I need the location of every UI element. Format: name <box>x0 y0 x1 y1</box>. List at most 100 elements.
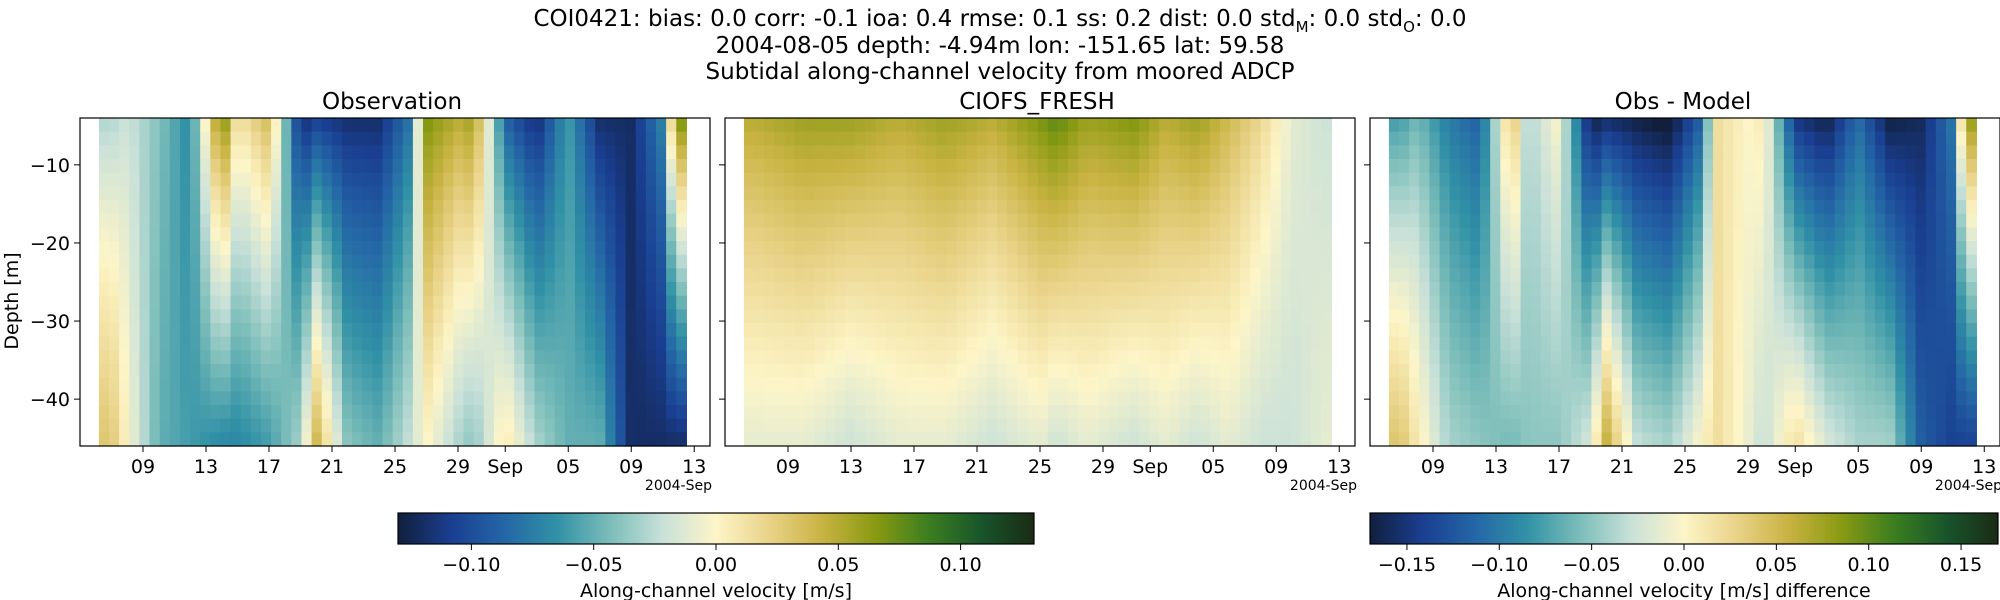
heatmap-cell <box>483 391 495 406</box>
heatmap-cell <box>1047 145 1059 160</box>
heatmap-cell <box>743 432 755 447</box>
heatmap-cell <box>895 200 907 215</box>
heatmap-cell <box>1885 241 1896 256</box>
heatmap-cell <box>1804 145 1815 160</box>
heatmap-cell <box>1250 336 1262 351</box>
heatmap-cell <box>905 418 917 433</box>
heatmap-cell <box>635 145 647 160</box>
heatmap-cell <box>754 391 765 406</box>
heatmap-cell <box>1179 159 1191 174</box>
heatmap-cell <box>443 391 455 406</box>
heatmap-cell <box>1550 364 1562 379</box>
heatmap-cell <box>1652 364 1663 379</box>
heatmap-cell <box>1601 309 1613 324</box>
heatmap-cell <box>1388 186 1400 201</box>
heatmap-cell <box>1149 323 1160 338</box>
heatmap-cell <box>1429 172 1441 187</box>
heatmap-cell <box>676 377 687 392</box>
heatmap-cell <box>895 172 907 187</box>
heatmap-cell <box>301 118 313 133</box>
heatmap-cell <box>1804 254 1815 269</box>
heatmap-cell <box>1682 309 1694 324</box>
heatmap-cell <box>655 200 667 215</box>
heatmap-cell <box>1875 241 1886 256</box>
heatmap-cell <box>1662 254 1674 269</box>
heatmap-cell <box>1702 118 1714 133</box>
heatmap-cell <box>220 295 232 310</box>
heatmap-cell <box>281 145 292 160</box>
heatmap-cell <box>1088 350 1100 365</box>
heatmap-cell <box>1480 336 1491 351</box>
heatmap-cell <box>382 227 394 242</box>
heatmap-cell <box>1662 172 1674 187</box>
panel-title-observation: Observation <box>322 89 462 115</box>
heatmap-cell <box>794 131 806 146</box>
heatmap-cell <box>855 241 867 256</box>
heatmap-cell <box>129 309 141 324</box>
heatmap-cell <box>1814 391 1826 406</box>
heatmap-cell <box>1895 336 1907 351</box>
heatmap-cell <box>1189 282 1201 297</box>
heatmap-cell <box>835 213 846 228</box>
heatmap-cell <box>1561 282 1572 297</box>
heatmap-cell <box>159 268 171 283</box>
heatmap-cell <box>1409 227 1420 242</box>
heatmap-cell <box>1321 391 1332 406</box>
heatmap-cell <box>966 282 978 297</box>
heatmap-cell <box>1733 200 1745 215</box>
heatmap-cell <box>676 227 687 242</box>
heatmap-cell <box>1702 186 1714 201</box>
heatmap-cell <box>1300 295 1312 310</box>
heatmap-cell <box>1280 213 1292 228</box>
heatmap-cell <box>1199 432 1211 447</box>
heatmap-cell <box>1794 254 1805 269</box>
heatmap-cell <box>1439 172 1451 187</box>
heatmap-cell <box>1773 227 1785 242</box>
heatmap-cell <box>666 350 677 365</box>
heatmap-cell <box>169 391 181 406</box>
heatmap-cell <box>1250 295 1262 310</box>
heatmap-cell <box>1581 254 1593 269</box>
heatmap-cell <box>1520 364 1532 379</box>
heatmap-cell <box>1230 309 1241 324</box>
heatmap-cell <box>331 186 343 201</box>
heatmap-cell <box>271 268 282 283</box>
heatmap-cell <box>311 295 323 310</box>
heatmap-cell <box>1078 254 1089 269</box>
heatmap-cell <box>321 118 333 133</box>
heatmap-cell <box>483 377 495 392</box>
heatmap-cell <box>1118 227 1130 242</box>
heatmap-cell <box>1459 391 1471 406</box>
heatmap-cell <box>1469 268 1481 283</box>
heatmap-cell <box>392 309 404 324</box>
heatmap-cell <box>1885 186 1896 201</box>
heatmap-cell <box>1240 172 1251 187</box>
heatmap-cell <box>1149 309 1160 324</box>
heatmap-cell <box>534 213 546 228</box>
heatmap-cell <box>463 213 475 228</box>
heatmap-cell <box>635 336 647 351</box>
heatmap-cell <box>1459 254 1471 269</box>
heatmap-cell <box>1189 159 1201 174</box>
heatmap-cell <box>301 254 313 269</box>
heatmap-cell <box>1885 282 1896 297</box>
heatmap-cell <box>1915 282 1927 297</box>
heatmap-cell <box>1219 131 1231 146</box>
heatmap-cell <box>119 405 130 420</box>
heatmap-cell <box>483 364 495 379</box>
heatmap-cell <box>1429 364 1441 379</box>
heatmap-cell <box>1571 254 1582 269</box>
y-tick-label: −20 <box>30 233 70 255</box>
heatmap-cell <box>463 418 475 433</box>
heatmap-cell <box>372 364 384 379</box>
heatmap-cell <box>1844 241 1856 256</box>
heatmap-cell <box>1540 282 1552 297</box>
heatmap-cell <box>504 364 515 379</box>
heatmap-cell <box>905 377 917 392</box>
heatmap-cell <box>362 186 373 201</box>
heatmap-cell <box>1713 336 1724 351</box>
heatmap-cell <box>676 405 687 420</box>
heatmap-cell <box>1591 350 1603 365</box>
heatmap-cell <box>1966 145 1977 160</box>
heatmap-cell <box>1530 323 1542 338</box>
